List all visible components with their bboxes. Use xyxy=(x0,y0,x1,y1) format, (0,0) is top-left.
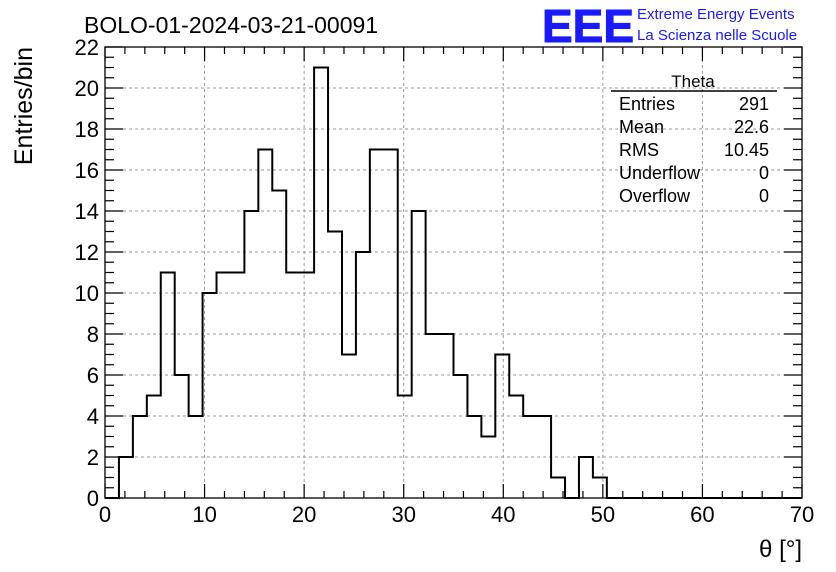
stats-box: Theta Entries 291 Mean 22.6 RMS 10.45 Underflo… xyxy=(611,72,777,206)
histogram-bin xyxy=(286,273,300,499)
y-tick-label: 6 xyxy=(87,363,99,388)
axis-ticks xyxy=(104,46,803,499)
histogram-bin xyxy=(356,252,370,498)
histogram-bin xyxy=(230,273,244,499)
stats-label: Entries xyxy=(619,94,675,114)
y-tick-label: 12 xyxy=(75,240,99,265)
histogram-bin xyxy=(509,396,523,499)
histogram-bin xyxy=(133,416,147,498)
histogram-bin xyxy=(454,375,468,498)
histogram-bin xyxy=(537,416,551,498)
stats-title: Theta xyxy=(671,72,715,91)
logo-mark: EEE xyxy=(542,0,634,52)
histogram-bin xyxy=(495,355,509,499)
y-axis-label: Entries/bin xyxy=(10,47,38,165)
plot-frame xyxy=(104,46,803,499)
histogram-bin xyxy=(161,273,175,499)
histogram-bin xyxy=(412,211,426,498)
histogram-bin xyxy=(579,457,593,498)
y-tick-label: 2 xyxy=(87,445,99,470)
stats-value: 0 xyxy=(759,186,769,206)
histogram-bin xyxy=(258,150,272,499)
histogram-bin xyxy=(523,416,537,498)
y-tick-label: 16 xyxy=(75,158,99,183)
histogram-bin xyxy=(370,150,384,499)
y-tick-label: 14 xyxy=(75,199,99,224)
logo-line-1: Extreme Energy Events xyxy=(637,6,795,23)
histogram-bin xyxy=(189,416,203,498)
chart-title: BOLO-01-2024-03-21-00091 xyxy=(84,12,378,38)
histogram-bin xyxy=(593,478,607,499)
y-tick-label: 4 xyxy=(87,404,99,429)
histogram-bin xyxy=(300,273,314,499)
histogram-bin xyxy=(342,355,356,499)
histogram-bin xyxy=(272,191,286,499)
histogram-bin xyxy=(481,437,495,499)
histogram-bars xyxy=(105,66,802,499)
histogram-bin xyxy=(440,334,454,498)
x-tick-labels: 0 10 20 30 40 50 60 70 xyxy=(99,502,814,527)
x-tick-label: 50 xyxy=(591,502,615,527)
y-tick-label: 8 xyxy=(87,322,99,347)
x-tick-label: 20 xyxy=(292,502,316,527)
stats-rows: Entries 291 Mean 22.6 RMS 10.45 Underflow 0 Over… xyxy=(619,94,769,206)
y-tick-label: 20 xyxy=(75,76,99,101)
y-tick-label: 10 xyxy=(75,281,99,306)
histogram-bin xyxy=(175,375,189,498)
stats-value: 10.45 xyxy=(724,140,769,160)
histogram-bin xyxy=(426,334,440,498)
x-axis-label: θ [°] xyxy=(759,536,802,563)
x-tick-label: 10 xyxy=(192,502,216,527)
stats-label: RMS xyxy=(619,140,659,160)
stats-label: Overflow xyxy=(619,186,691,206)
histogram-bin xyxy=(244,211,258,498)
histogram-bin xyxy=(328,232,342,499)
x-tick-label: 60 xyxy=(690,502,714,527)
histogram-bin xyxy=(467,416,481,498)
histogram-bin xyxy=(314,68,328,499)
histogram-bin xyxy=(384,150,398,499)
x-tick-label: 30 xyxy=(391,502,415,527)
x-tick-label: 70 xyxy=(790,502,814,527)
logo-line-2: La Scienza nelle Scuole xyxy=(637,27,797,44)
y-tick-labels: 0 2 4 6 8 10 12 14 16 18 20 22 xyxy=(75,35,99,511)
histogram-bin xyxy=(147,396,161,499)
y-tick-label: 18 xyxy=(75,117,99,142)
stats-value: 0 xyxy=(759,163,769,183)
eee-logo: EEE Extreme Energy Events La Scienza nel… xyxy=(542,0,798,53)
histogram-bin xyxy=(217,273,231,499)
histogram-bin xyxy=(398,396,412,499)
stats-label: Underflow xyxy=(619,163,701,183)
histogram-bin xyxy=(203,293,217,498)
y-tick-label: 0 xyxy=(87,486,99,511)
histogram-bin xyxy=(119,457,133,498)
x-tick-label: 0 xyxy=(99,502,111,527)
stats-value: 22.6 xyxy=(734,117,769,137)
stats-label: Mean xyxy=(619,117,664,137)
stats-value: 291 xyxy=(739,94,769,114)
x-tick-label: 40 xyxy=(491,502,515,527)
y-tick-label: 22 xyxy=(75,35,99,60)
